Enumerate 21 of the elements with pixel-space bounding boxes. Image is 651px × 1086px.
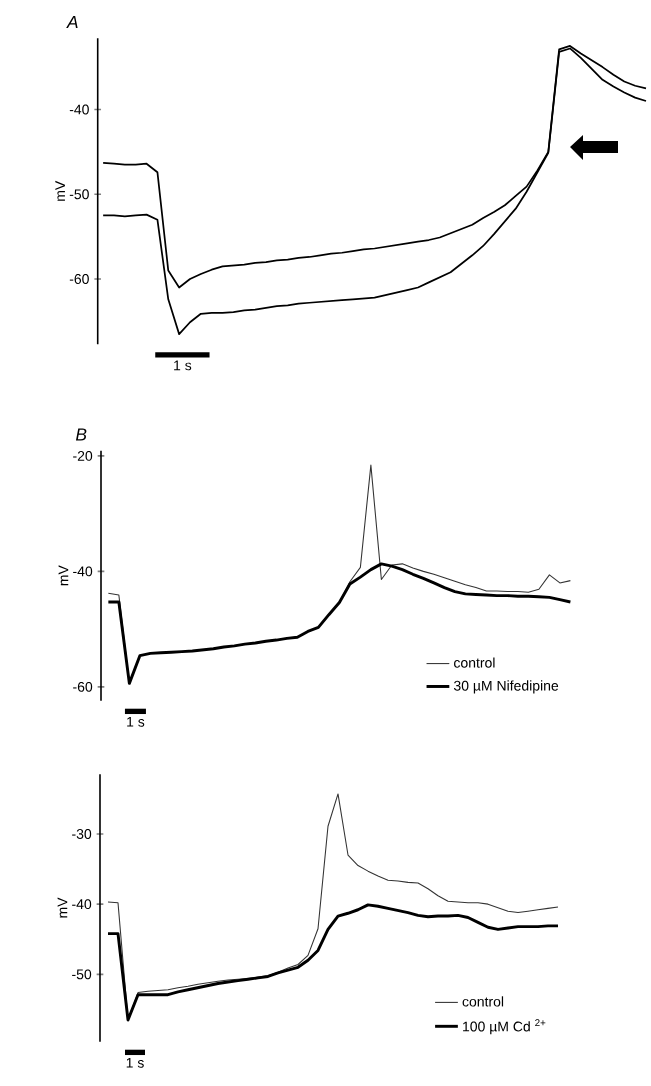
text: 1 s [126,1057,144,1068]
legend-label: control [462,996,504,1007]
text: 1 s [174,360,192,371]
y-tick-label: -40 [73,566,93,577]
y-tick-label: -60 [69,274,89,284]
y-tick-label: -40 [69,104,89,115]
chart-title: A [66,16,78,29]
chart-title: B [75,428,87,441]
y-axis-title: mV [55,180,65,201]
y-tick-label: -50 [72,969,92,980]
legend-label: 30 µM Nifedipine [453,680,559,694]
y-tick-label: -60 [73,681,93,692]
legend-label: control [454,657,495,668]
y-tick-label: -40 [72,899,92,910]
legend-label: 100 µM Cd $^{2+}$ [463,1019,546,1035]
y-tick-label: -30 [72,829,92,839]
y-tick-label: -20 [73,450,93,461]
y-tick-label: -50 [69,189,89,200]
y-axis-title: mV [57,897,68,918]
text: 1 s [127,716,145,727]
y-axis-title: mV [58,565,69,586]
